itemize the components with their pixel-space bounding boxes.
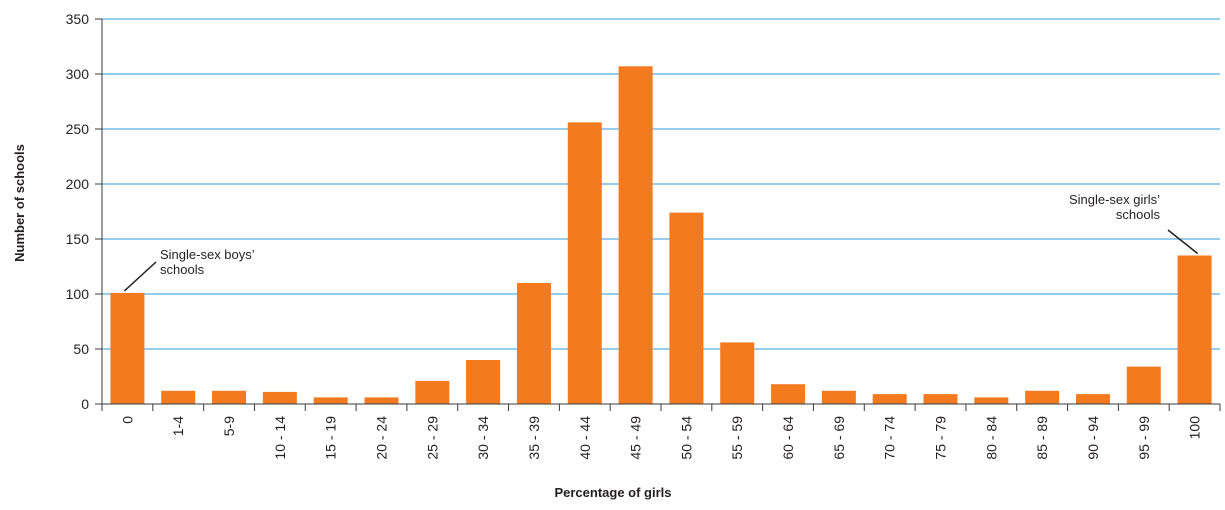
- y-tick-label: 200: [66, 176, 90, 192]
- y-tick-label: 0: [81, 396, 89, 412]
- x-tick-label: 50 - 54: [678, 416, 694, 460]
- bar-80-84: [974, 397, 1009, 404]
- annotation-text: Single-sex boys’: [160, 247, 255, 262]
- bar-15-19: [313, 397, 348, 404]
- annotation-100: Single-sex girls’schools: [1069, 192, 1199, 255]
- bar-1-4: [161, 390, 196, 404]
- bar-45-49: [618, 66, 653, 405]
- y-tick-label: 300: [66, 66, 90, 82]
- bar-30-34: [466, 360, 501, 404]
- bar-70-74: [872, 394, 907, 404]
- x-tick-label: 55 - 59: [729, 416, 745, 460]
- bar-5-9: [212, 390, 247, 404]
- x-tick-label: 20 - 24: [374, 416, 390, 460]
- axes: [95, 18, 1221, 411]
- annotation-leader-line: [1167, 229, 1199, 255]
- bar-75-79: [923, 394, 958, 404]
- y-tick-label: 50: [73, 341, 89, 357]
- bar-0: [110, 292, 145, 404]
- x-tick-label: 35 - 39: [526, 416, 542, 460]
- bar-35-39: [516, 283, 551, 404]
- y-tick-label: 350: [66, 11, 90, 27]
- bar-25-29: [415, 380, 450, 404]
- bar-100: [1177, 255, 1212, 404]
- x-tick-label: 60 - 64: [780, 416, 796, 460]
- x-tick-label: 5-9: [221, 416, 237, 436]
- x-tick-label: 25 - 29: [424, 416, 440, 460]
- y-tick-label: 150: [66, 231, 90, 247]
- x-tick-label: 80 - 84: [983, 416, 999, 460]
- x-tick-label: 95 - 99: [1136, 416, 1152, 460]
- annotation-text: schools: [160, 262, 205, 277]
- x-tick-label: 40 - 44: [577, 416, 593, 460]
- bar-40-44: [567, 122, 602, 405]
- x-tick-label: 1-4: [170, 416, 186, 436]
- annotation-text: Single-sex girls’: [1069, 192, 1160, 207]
- bar-10-14: [262, 391, 297, 404]
- x-tick-label: 70 - 74: [882, 416, 898, 460]
- annotation-0: Single-sex boys’schools: [123, 247, 255, 292]
- x-tick-label: 45 - 49: [628, 416, 644, 460]
- x-tick-label: 0: [119, 416, 135, 424]
- bar-50-54: [669, 212, 704, 404]
- bar-60-64: [771, 384, 806, 404]
- annotation-leader-line: [123, 261, 157, 292]
- x-axis-title: Percentage of girls: [554, 485, 671, 500]
- bar-65-69: [821, 390, 856, 404]
- x-tick-labels: 0 1-4 5-9 10 - 14 15 - 19 20 - 24 25 - 29 30 - …: [119, 416, 1202, 460]
- y-tick-label: 100: [66, 286, 90, 302]
- x-tick-label: 30 - 34: [475, 416, 491, 460]
- x-tick-label: 75 - 79: [933, 416, 949, 460]
- x-tick-label: 10 - 14: [272, 416, 288, 460]
- x-tick-label: 15 - 19: [323, 416, 339, 460]
- bar-90-94: [1075, 394, 1110, 404]
- x-tick-label: 65 - 69: [831, 416, 847, 460]
- x-tick-label: 100: [1187, 416, 1203, 440]
- annotation-text: schools: [1116, 207, 1161, 222]
- bars: [110, 66, 1212, 405]
- bar-55-59: [720, 342, 755, 404]
- y-tick-labels: 0 50 100 150 200 250 300 350: [66, 11, 90, 412]
- y-tick-label: 250: [66, 121, 90, 137]
- x-tick-label: 90 - 94: [1085, 416, 1101, 460]
- bar-20-24: [364, 397, 399, 404]
- x-tick-label: 85 - 89: [1034, 416, 1050, 460]
- y-axis-title: Number of schools: [12, 144, 27, 262]
- bar-95-99: [1126, 366, 1161, 404]
- bar-85-89: [1025, 390, 1060, 404]
- gridlines: [102, 18, 1220, 350]
